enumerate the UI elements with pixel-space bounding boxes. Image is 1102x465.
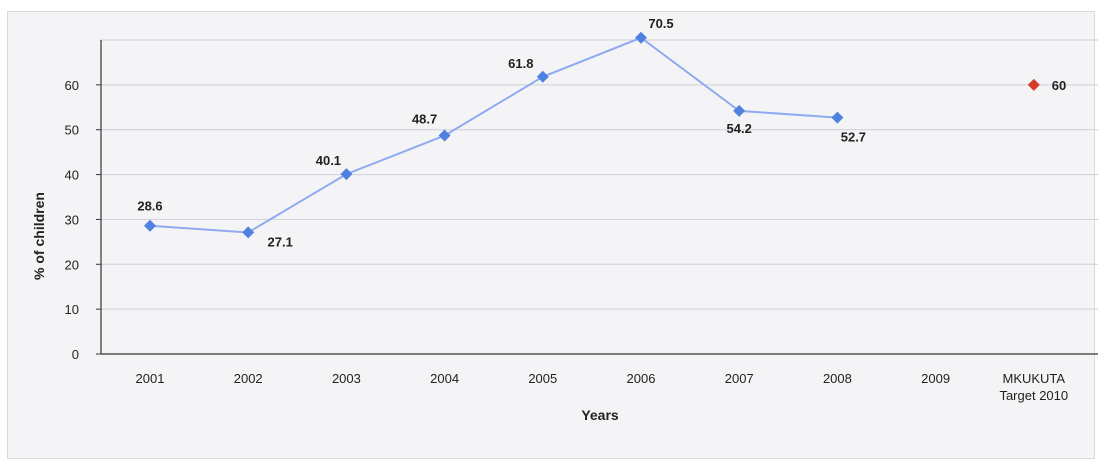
data-label: 28.6 — [137, 199, 162, 214]
x-tick-label: 2009 — [921, 371, 950, 386]
x-tick-label: 2006 — [627, 371, 656, 386]
data-point — [1027, 78, 1040, 91]
x-tick-label: 2007 — [725, 371, 754, 386]
y-tick-label: 20 — [65, 257, 79, 272]
series-line — [149, 36, 838, 234]
data-label: 70.5 — [648, 16, 673, 31]
x-tick-label: 2001 — [136, 371, 165, 386]
y-tick-labels: 0 10 20 30 40 50 60 — [65, 78, 79, 362]
chart-frame — [7, 11, 1095, 459]
data-label: 60 — [1052, 78, 1066, 93]
series — [144, 31, 1040, 239]
axes — [96, 40, 1098, 355]
data-label: 27.1 — [268, 234, 293, 249]
data-point — [733, 104, 746, 117]
x-tick-label: 2004 — [430, 371, 459, 386]
data-point — [831, 111, 844, 124]
y-tick-label: 60 — [65, 78, 79, 93]
x-tick-labels: 2001 2002 2003 2004 2005 2006 2007 2008 2009 MKUK… — [136, 371, 1069, 403]
x-tick-label: 2003 — [332, 371, 361, 386]
data-label: 61.8 — [508, 56, 533, 71]
y-tick-label: 0 — [72, 347, 79, 362]
y-tick-label: 50 — [65, 123, 79, 138]
x-tick-label: 2002 — [234, 371, 263, 386]
x-axis-title: Years — [581, 407, 619, 423]
data-point — [635, 31, 647, 44]
data-labels: 28.6 27.1 40.1 48.7 61.8 70.5 54.2 52.7 60 — [137, 16, 1066, 250]
data-point — [536, 70, 549, 83]
data-label: 52.7 — [841, 130, 866, 145]
y-axis-title: % of children — [31, 192, 47, 280]
x-tick-label: 2008 — [823, 371, 852, 386]
gridlines — [101, 39, 1098, 310]
x-tick-label: 2005 — [528, 371, 557, 386]
data-label: 48.7 — [412, 112, 437, 127]
data-point — [144, 219, 156, 232]
y-tick-label: 10 — [65, 302, 79, 317]
data-point — [438, 129, 451, 142]
y-tick-label: 40 — [65, 168, 79, 183]
data-label: 40.1 — [316, 153, 341, 168]
data-point — [340, 168, 353, 181]
y-tick-label: 30 — [65, 212, 79, 227]
x-tick-label: MKUKUTA Target 2010 — [999, 371, 1068, 403]
data-label: 54.2 — [727, 121, 752, 136]
data-point — [242, 226, 255, 239]
